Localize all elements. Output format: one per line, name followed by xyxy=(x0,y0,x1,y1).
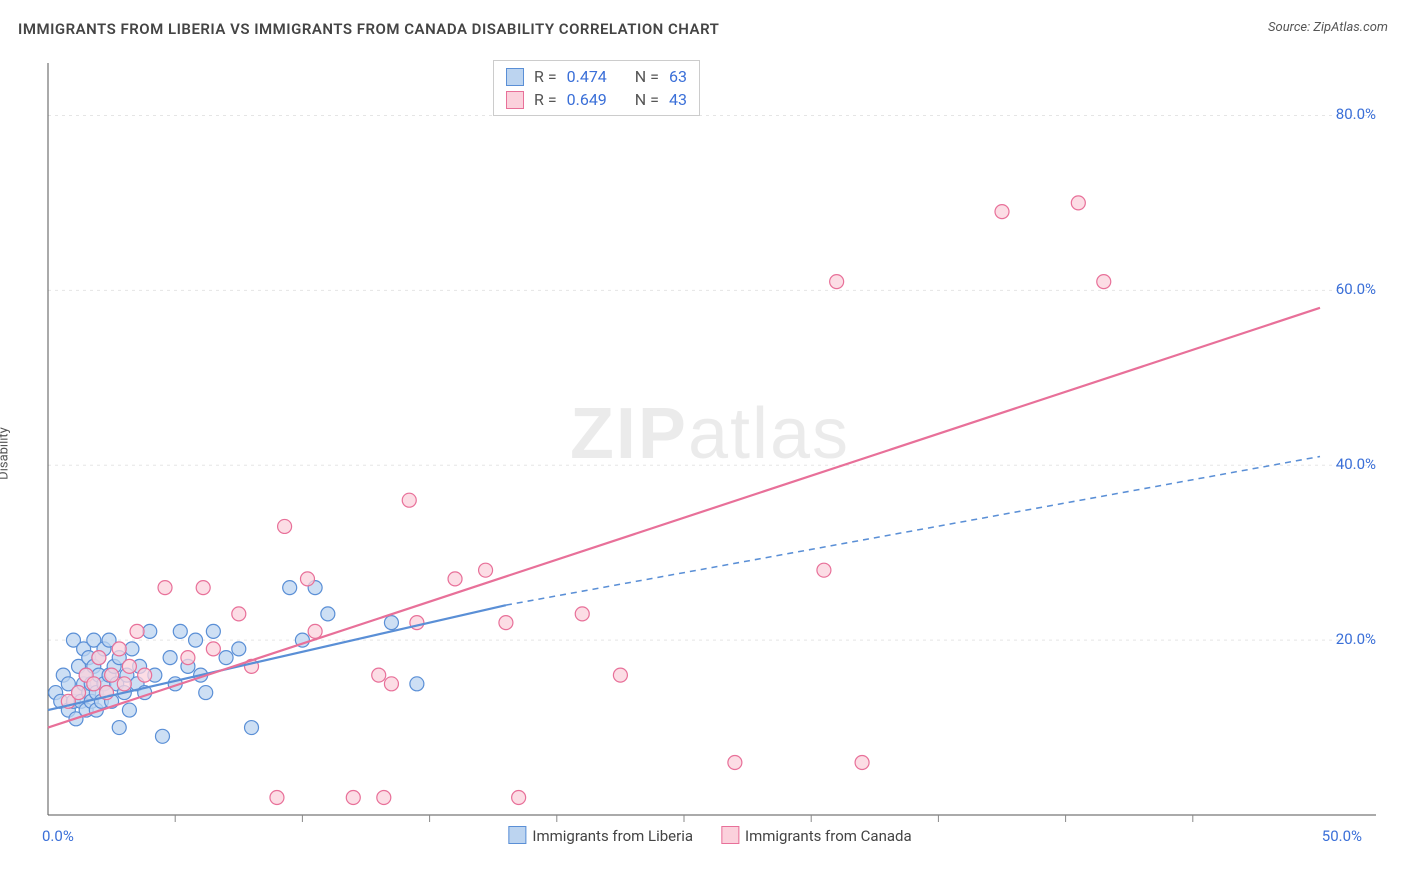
legend-item: Immigrants from Liberia xyxy=(508,826,693,845)
y-tick-label: 20.0% xyxy=(1336,630,1376,648)
stats-legend: R =0.474N =63R =0.649N =43 xyxy=(493,60,700,116)
source-label: Source: ZipAtlas.com xyxy=(1268,20,1388,35)
x-min-label: 0.0% xyxy=(42,827,74,845)
chart-title: IMMIGRANTS FROM LIBERIA VS IMMIGRANTS FR… xyxy=(18,20,719,38)
stats-row: R =0.649N =43 xyxy=(494,88,699,111)
x-max-label: 50.0% xyxy=(1322,827,1362,845)
legend-item: Immigrants from Canada xyxy=(721,826,912,845)
scatter-plot xyxy=(40,55,1380,845)
y-tick-label: 60.0% xyxy=(1336,280,1376,298)
stats-row: R =0.474N =63 xyxy=(494,65,699,88)
series-legend: Immigrants from Liberia Immigrants from C… xyxy=(508,826,911,845)
chart-area: ZIPatlas 20.0%40.0%60.0%80.0% R =0.474N … xyxy=(40,55,1380,845)
y-axis-label: Disability xyxy=(0,427,12,480)
y-tick-label: 40.0% xyxy=(1336,455,1376,473)
y-tick-label: 80.0% xyxy=(1336,105,1376,123)
